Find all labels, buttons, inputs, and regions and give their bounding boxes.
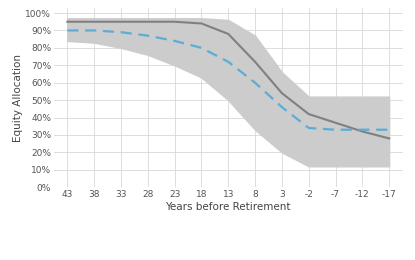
X-axis label: Years before Retirement: Years before Retirement bbox=[166, 202, 291, 212]
Y-axis label: Equity Allocation: Equity Allocation bbox=[12, 54, 22, 141]
